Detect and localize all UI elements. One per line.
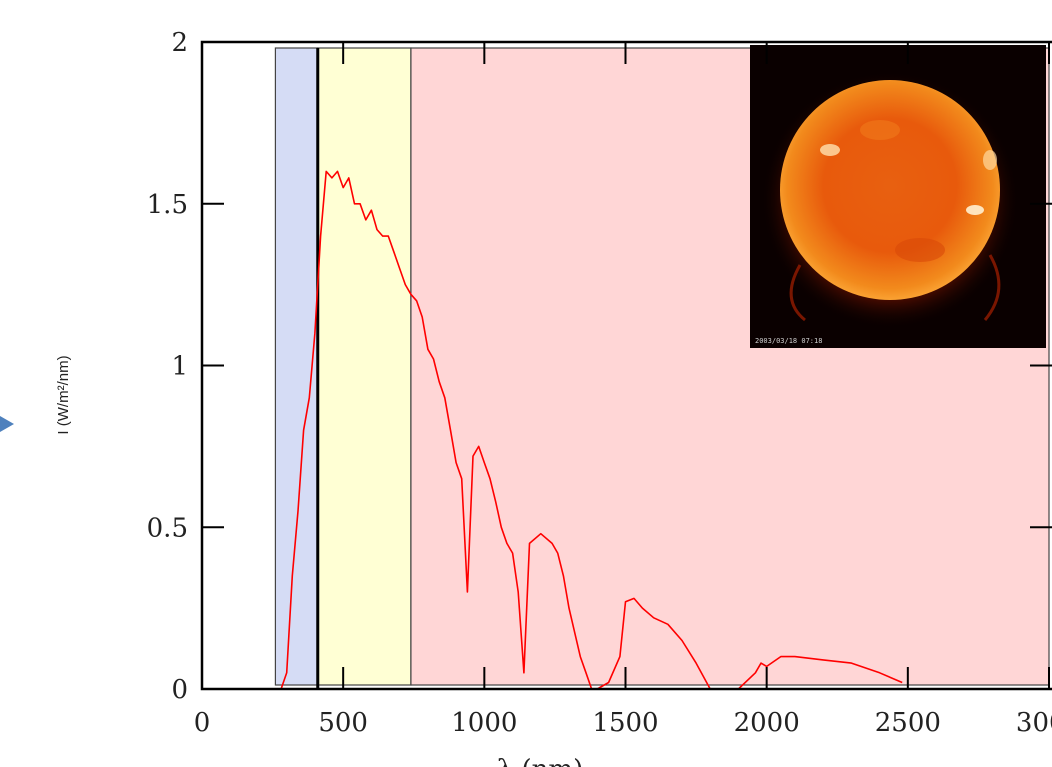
x-tick-label: 2000: [734, 708, 800, 738]
x-axis-label: λ (nm): [497, 755, 583, 767]
band-visible: [317, 47, 412, 686]
series-line-0: [280, 170, 903, 689]
y-tick-label: 0: [171, 675, 188, 705]
band-ultraviolet: [274, 47, 319, 686]
y-tick-label: 1.5: [147, 190, 188, 220]
y-tick-label: 2: [171, 28, 188, 58]
y-tick-label: 0.5: [147, 513, 188, 543]
x-tick-label: 0: [194, 708, 211, 738]
arrow-marker-icon: [0, 416, 14, 432]
spectral-bands: [274, 47, 1050, 689]
inset-date-stamp: 2003/03/18 07:18: [755, 337, 822, 345]
y-axis-label: I (W/m²/nm): [55, 355, 72, 434]
x-tick-label: 1500: [592, 708, 658, 738]
series-layer: [280, 170, 903, 689]
x-tick-label: 2500: [875, 708, 941, 738]
x-tick-label: 500: [318, 708, 368, 738]
x-tick-label: 1000: [451, 708, 517, 738]
sun-inset-image: 2003/03/18 07:18: [750, 45, 1046, 348]
y-tick-label: 1: [171, 352, 188, 382]
